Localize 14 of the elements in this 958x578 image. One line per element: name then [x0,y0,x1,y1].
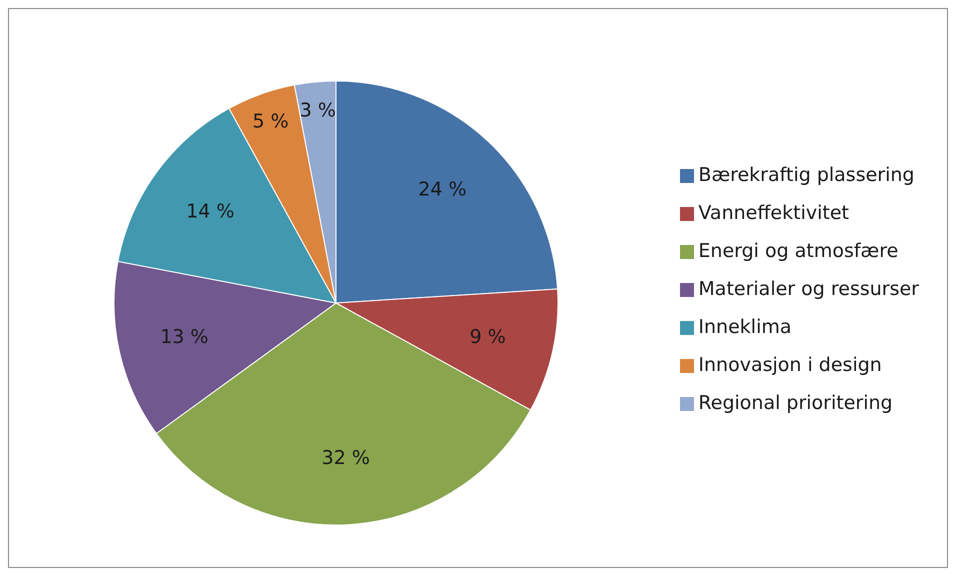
data-label: 5 % [252,110,289,132]
legend-label: Energi og atmosfære [698,240,898,262]
data-label: 24 % [418,178,467,201]
data-label: 3 % [300,100,336,122]
legend-label: Materialer og ressurser [698,278,919,300]
data-label: 32 % [322,447,370,470]
legend-label: Bærekraftig plassering [698,164,914,186]
data-label: 14 % [186,200,234,223]
legend-label: Vanneffektivitet [698,202,849,224]
legend-label: Innovasjon i design [698,354,882,376]
legend-label: Inneklima [698,316,792,338]
data-label: 9 % [470,326,506,348]
data-label: 13 % [160,326,208,348]
legend-label: Regional prioritering [698,392,893,414]
